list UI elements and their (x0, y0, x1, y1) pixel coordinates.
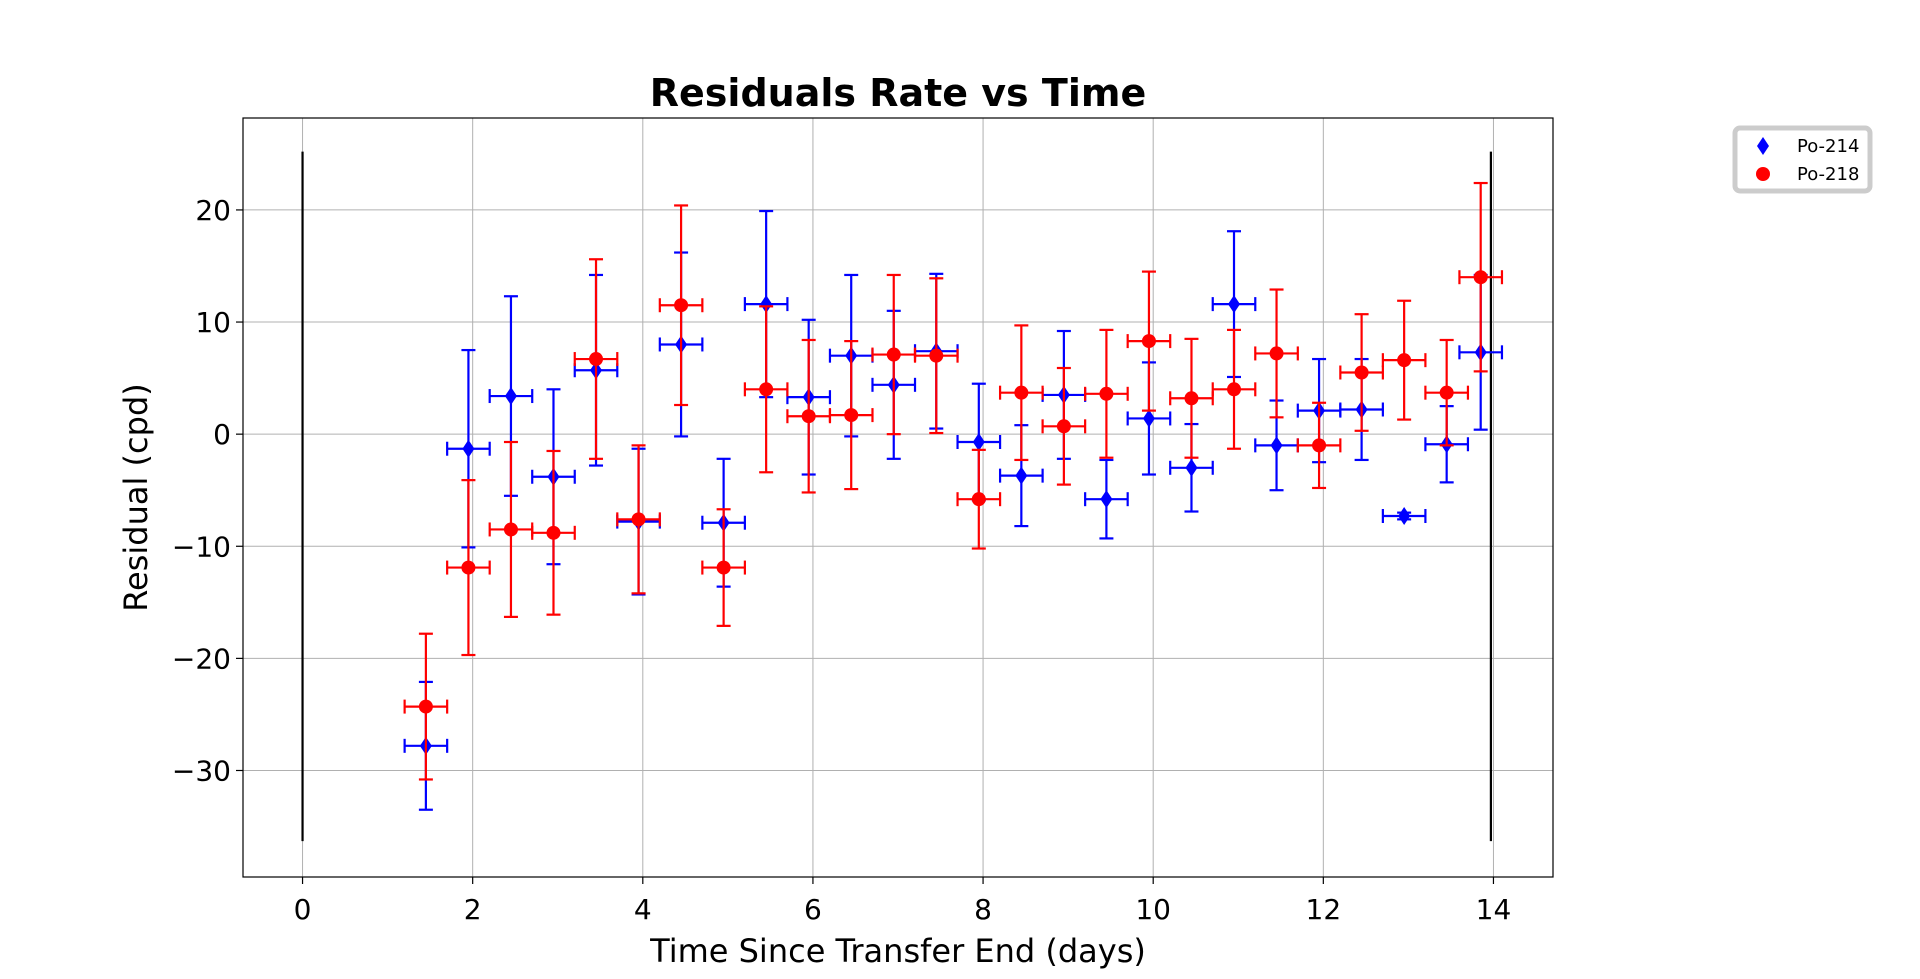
legend-marker-po-214 (1757, 137, 1769, 155)
data-point-po-214 (1398, 506, 1411, 525)
legend-marker-po-218 (1756, 167, 1770, 181)
x-tick-label: 2 (464, 893, 482, 926)
data-point-po-214 (1100, 490, 1113, 509)
x-tick-label: 6 (804, 893, 822, 926)
data-point-po-218 (844, 408, 859, 423)
data-point-po-218 (1439, 385, 1454, 400)
data-point-po-218 (503, 522, 518, 537)
data-point-po-218 (674, 298, 689, 313)
legend: Po-214 Po-218 (1732, 125, 1873, 194)
y-tick-label: 0 (213, 418, 231, 451)
data-point-po-218 (1354, 365, 1369, 380)
tick-layer: 0 2 4 6 8 10 12 14 20 10 0 −10 −20 −30 (172, 194, 1511, 926)
data-point-po-214 (1228, 295, 1241, 314)
data-point-po-218 (418, 699, 433, 714)
vertical-lines-layer (301, 151, 1493, 842)
data-point-po-214 (504, 387, 517, 406)
data-point-po-218 (1099, 386, 1114, 401)
legend-label-po-214: Po-214 (1797, 136, 1859, 157)
grid-layer (243, 118, 1553, 877)
data-point-po-218 (1056, 419, 1071, 434)
x-tick-label: 8 (974, 893, 992, 926)
data-point-po-214 (1142, 409, 1155, 428)
series-po-214 (403, 209, 1504, 811)
x-tick-label: 10 (1135, 893, 1171, 926)
legend-items: Po-214 Po-218 (1756, 136, 1859, 185)
x-axis-title: Time Since Transfer End (days) (649, 932, 1146, 970)
data-point-po-218 (631, 512, 646, 527)
data-point-po-218 (1473, 270, 1488, 285)
series-po-218 (403, 181, 1504, 781)
legend-label-po-218: Po-218 (1797, 164, 1859, 185)
x-tick-label: 0 (294, 893, 312, 926)
data-point-po-214 (1015, 466, 1028, 485)
data-point-po-214 (1185, 458, 1198, 477)
y-tick-label: −30 (172, 754, 231, 787)
chart-title: Residuals Rate vs Time (650, 71, 1146, 115)
data-point-po-218 (716, 560, 731, 575)
data-point-po-218 (929, 348, 944, 363)
data-point-po-218 (1227, 382, 1242, 397)
data-point-po-218 (1269, 346, 1284, 361)
data-point-po-218 (1014, 385, 1029, 400)
data-point-po-218 (1397, 353, 1412, 368)
plot-frame (242, 117, 1554, 878)
data-point-po-218 (886, 347, 901, 362)
x-tick-label: 14 (1476, 893, 1512, 926)
data-point-po-218 (461, 560, 476, 575)
data-point-po-218 (801, 409, 816, 424)
y-tick-label: 20 (195, 194, 231, 227)
data-point-po-218 (589, 352, 604, 367)
data-point-po-214 (760, 295, 773, 314)
data-point-po-214 (462, 439, 475, 458)
data-point-po-218 (759, 382, 774, 397)
y-tick-label: 10 (195, 306, 231, 339)
data-point-po-218 (546, 525, 561, 540)
series-layer (403, 181, 1504, 811)
data-point-po-218 (1141, 334, 1156, 349)
y-axis-title: Residual (cpd) (117, 383, 155, 612)
x-tick-label: 4 (634, 893, 652, 926)
data-point-po-214 (1270, 436, 1283, 455)
y-tick-label: −10 (172, 530, 231, 563)
data-point-po-218 (1312, 438, 1327, 453)
data-point-po-218 (971, 492, 986, 507)
data-point-po-218 (1184, 391, 1199, 406)
y-tick-label: −20 (172, 642, 231, 675)
x-tick-label: 12 (1306, 893, 1342, 926)
data-point-po-214 (972, 433, 985, 452)
